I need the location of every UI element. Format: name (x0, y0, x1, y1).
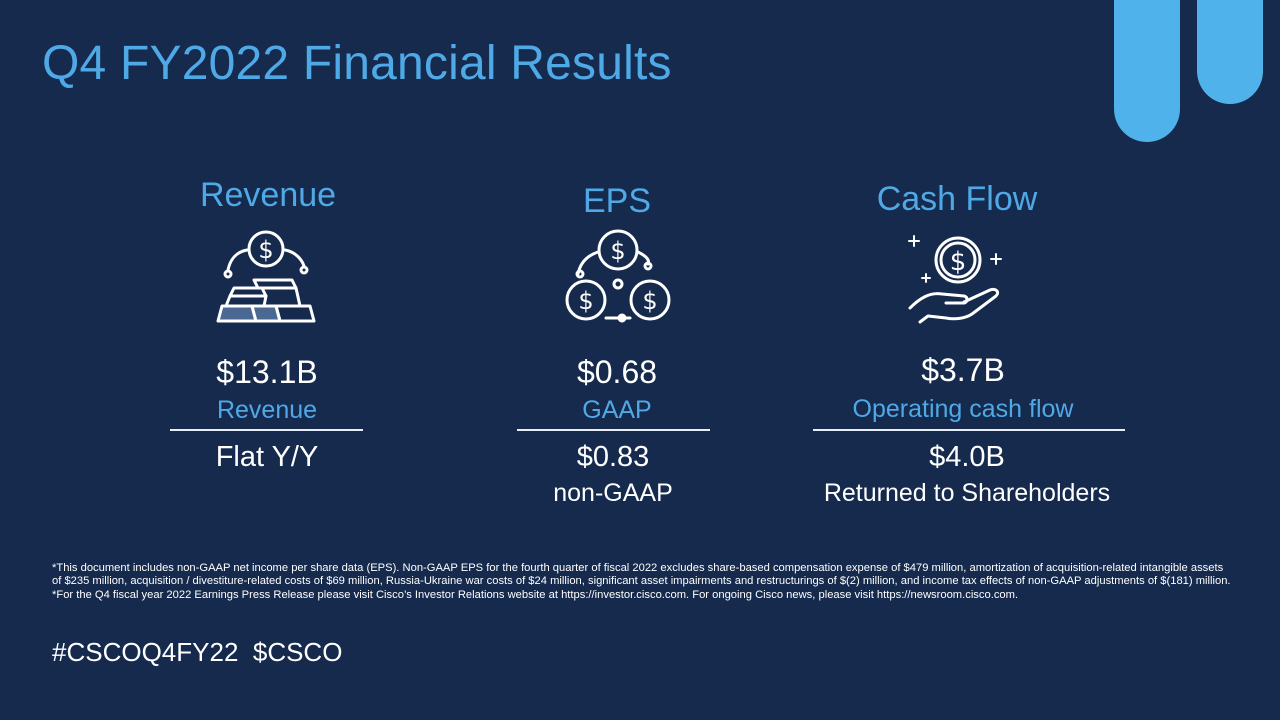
eps-heading: EPS (582, 182, 652, 220)
cash-flow-heading: Cash Flow (876, 180, 1038, 218)
gaap-eps-value: $0.68 (576, 354, 658, 390)
revenue-change: Flat Y/Y (215, 441, 319, 473)
non-gaap-eps-value: $0.83 (576, 441, 650, 473)
revenue-divider (170, 429, 363, 431)
returned-to-shareholders-value: $4.0B (929, 441, 1005, 473)
svg-text:$: $ (578, 287, 593, 315)
svg-text:$: $ (642, 287, 657, 315)
svg-text:$: $ (610, 237, 625, 265)
three-coins-icon: $ $ $ (565, 229, 671, 323)
footnote-non-gaap: *This document includes non-GAAP net inc… (52, 562, 1231, 588)
decorative-bar-right (1197, 0, 1263, 104)
hand-holding-coin-icon: $ (908, 235, 1002, 324)
non-gaap-eps-label: non-GAAP (553, 479, 673, 507)
footnote-press-release: *For the Q4 fiscal year 2022 Earnings Pr… (52, 588, 1019, 601)
svg-text:$: $ (950, 247, 967, 277)
svg-text:$: $ (258, 236, 273, 264)
eps-divider (517, 429, 710, 431)
footnotes: *This document includes non-GAAP net inc… (52, 562, 1232, 602)
gold-bars-dollar-icon: $ (216, 230, 316, 323)
revenue-label: Revenue (216, 396, 318, 424)
decorative-bar-left (1114, 0, 1180, 142)
operating-cash-flow-label: Operating cash flow (852, 395, 1074, 423)
hashtags: #CSCOQ4FY22 $CSCO (52, 637, 343, 667)
returned-to-shareholders-label: Returned to Shareholders (823, 479, 1111, 507)
revenue-value: $13.1B (216, 354, 318, 390)
gaap-eps-label: GAAP (582, 396, 652, 424)
cash-flow-divider (813, 429, 1125, 431)
operating-cash-flow-value: $3.7B (921, 352, 1005, 388)
slide-title: Q4 FY2022 Financial Results (42, 37, 672, 90)
revenue-heading: Revenue (199, 176, 337, 214)
